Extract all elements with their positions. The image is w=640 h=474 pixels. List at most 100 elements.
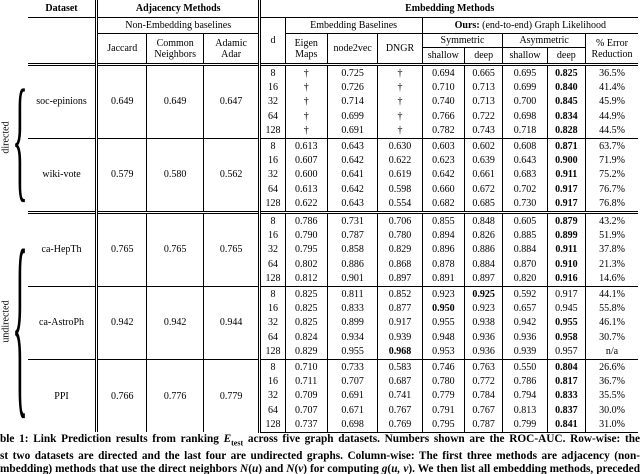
adamic-adar-value: 0.944: [202, 285, 260, 360]
error-reduction-value: 35.5%: [585, 388, 638, 403]
d-value: 32: [258, 242, 286, 258]
d-value: 8: [258, 358, 286, 375]
dngr-value: 0.968: [377, 344, 423, 360]
dngr-value: 0.619: [377, 167, 423, 183]
col-header-sym-deep: deep: [464, 47, 503, 65]
table-header: Dataset Adjacency Methods Embedding Meth…: [28, 0, 638, 65]
asym-shallow-value: 0.718: [502, 123, 548, 139]
col-header-error-reduction: % Error Reduction: [585, 33, 638, 65]
eigen-maps-value: 0.812: [284, 271, 328, 287]
adamic-adar-value: 0.647: [202, 63, 260, 139]
sym-shallow-value: 0.623: [421, 153, 465, 168]
eigen-maps-value: 0.790: [284, 228, 328, 243]
table-row: 32 0.709 0.691 0.741 0.779 0.784 0.794 0.833 35.…: [28, 388, 638, 403]
sym-deep-value: 0.602: [464, 137, 503, 154]
caption-text: st two datasets are directed and the las…: [0, 449, 640, 462]
caption-text: mbedding) methods that use the direct ne…: [0, 463, 241, 474]
d-value: 16: [258, 228, 286, 243]
asym-deep-value: 0.945: [546, 301, 586, 316]
error-reduction-value: 31.0%: [585, 417, 638, 433]
node2vec-value: 0.698: [326, 417, 378, 433]
col-header-symmetric: Symmetric: [421, 33, 503, 48]
d-value: 128: [258, 271, 286, 287]
sym-shallow-value: 0.642: [421, 167, 465, 183]
common-neighbors-value: 0.649: [146, 63, 204, 139]
dngr-value: 0.583: [377, 358, 423, 375]
sym-deep-value: 0.639: [464, 153, 503, 168]
dngr-value: 0.687: [377, 374, 423, 389]
error-reduction-value: 44.9%: [585, 109, 638, 124]
table-row: 16 0.790 0.787 0.780 0.894 0.826 0.885 0.899 51.…: [28, 228, 638, 243]
node2vec-value: 0.811: [326, 285, 378, 302]
asym-shallow-value: 0.698: [502, 109, 548, 124]
eigen-maps-value: 0.825: [284, 285, 328, 302]
sym-shallow-value: 0.740: [421, 94, 465, 110]
table-row: 64 0.802 0.886 0.868 0.878 0.884 0.870 0.910 21.…: [28, 257, 638, 272]
sym-deep-value: 0.713: [464, 80, 503, 95]
col-header-embedding-methods: Embedding Methods: [258, 0, 638, 18]
sym-deep-value: 0.886: [464, 242, 503, 258]
error-reduction-value: 37.8%: [585, 242, 638, 258]
d-value: 128: [258, 417, 286, 433]
error-reduction-value: 14.6%: [585, 271, 638, 287]
col-header-asym-deep: deep: [546, 47, 586, 65]
d-value: 64: [258, 402, 286, 418]
sym-deep-value: 0.884: [464, 257, 503, 272]
sym-deep-value: 0.897: [464, 271, 503, 287]
error-reduction-value: 26.6%: [585, 358, 638, 375]
asym-deep-value: 0.910: [546, 257, 586, 272]
sym-deep-value: 0.665: [464, 63, 503, 81]
dngr-value: †: [377, 109, 423, 124]
results-table: Dataset Adjacency Methods Embedding Meth…: [28, 0, 638, 433]
dngr-value: †: [377, 123, 423, 139]
d-value: 8: [258, 210, 286, 229]
table-row: 16 0.825 0.833 0.877 0.950 0.923 0.657 0.945 55.…: [28, 301, 638, 316]
sym-shallow-value: 0.603: [421, 137, 465, 154]
d-value: 32: [258, 94, 286, 110]
dngr-value: 0.829: [377, 242, 423, 258]
asym-shallow-value: 0.550: [502, 358, 548, 375]
group-directed: directed {: [0, 64, 28, 210]
eigen-maps-value: 0.607: [284, 153, 328, 168]
asym-deep-value: 0.955: [546, 315, 586, 331]
asym-deep-value: 0.911: [546, 167, 586, 183]
asym-shallow-value: 0.885: [502, 228, 548, 243]
sym-deep-value: 0.722: [464, 109, 503, 124]
eigen-maps-value: 0.824: [284, 330, 328, 345]
node2vec-value: 0.699: [326, 109, 378, 124]
eigen-maps-value: 0.707: [284, 402, 328, 418]
error-reduction-line1: % Error: [596, 37, 628, 49]
error-reduction-value: 55.8%: [585, 301, 638, 316]
eigen-maps-value: 0.737: [284, 417, 328, 433]
d-value: 16: [258, 153, 286, 168]
asym-shallow-value: 0.683: [502, 167, 548, 183]
error-reduction-value: 30.7%: [585, 330, 638, 345]
sym-deep-value: 0.685: [464, 196, 503, 213]
sym-shallow-value: 0.795: [421, 417, 465, 433]
sym-deep-value: 0.848: [464, 210, 503, 229]
table-row: 16 0.711 0.707 0.687 0.780 0.772 0.786 0.817 36.…: [28, 374, 638, 389]
asym-deep-value: 0.828: [546, 123, 586, 139]
node2vec-value: 0.955: [326, 344, 378, 360]
table-row: 128 0.737 0.698 0.769 0.795 0.787 0.799 0.841 31…: [28, 417, 638, 433]
d-value: 16: [258, 80, 286, 95]
caption-text: E: [223, 433, 232, 445]
node2vec-value: 0.643: [326, 196, 378, 213]
asym-shallow-value: 0.695: [502, 63, 548, 81]
caption-text: (: [248, 463, 252, 474]
col-header-ours: Ours: (end-to-end) Graph Likelihood: [421, 17, 638, 34]
caption-text: test: [231, 438, 244, 448]
caption-text: (: [294, 463, 299, 474]
asym-shallow-value: 0.813: [502, 402, 548, 418]
dngr-value: 0.598: [377, 182, 423, 197]
node2vec-value: 0.641: [326, 167, 378, 183]
dngr-value: 0.780: [377, 228, 423, 243]
error-reduction-value: 46.1%: [585, 315, 638, 331]
dngr-value: 0.767: [377, 402, 423, 418]
d-value: 8: [258, 137, 286, 154]
asym-shallow-value: 0.700: [502, 94, 548, 110]
d-value: 64: [258, 330, 286, 345]
adamic-adar-value: 0.765: [202, 210, 260, 287]
table-row: 64 0.613 0.642 0.598 0.660 0.672 0.702 0.917 76.…: [28, 182, 638, 197]
